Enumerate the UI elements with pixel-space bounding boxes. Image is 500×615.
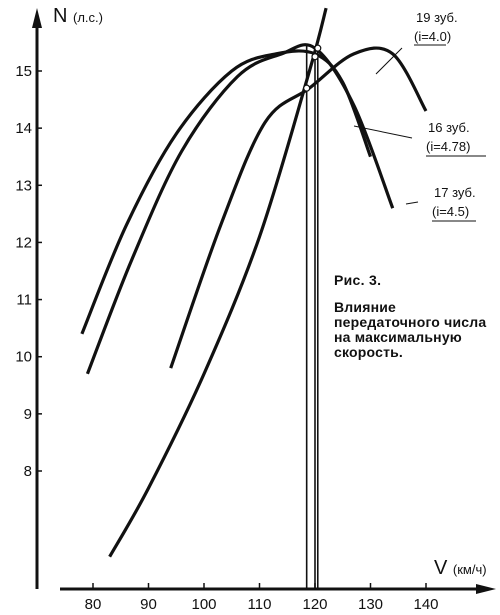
x-tick-label: 130: [358, 596, 383, 613]
series-ratio-label: (i=4.78): [426, 139, 470, 154]
x-axis-ticks: 80 90 100 110 120 130 140: [85, 583, 439, 613]
series-name-label: 19 зуб.: [416, 10, 458, 25]
intersection-marker: [303, 84, 311, 92]
x-tick-label: 100: [191, 596, 216, 613]
y-tick-label: 12: [15, 234, 32, 251]
y-tick-label: 11: [16, 292, 32, 309]
series-name-label: 17 зуб.: [434, 185, 476, 200]
series-name-label: 16 зуб.: [428, 120, 470, 135]
series-ratio-label: (i=4.5): [432, 204, 469, 219]
x-tick-label: 80: [85, 596, 102, 613]
y-tick-label: 14: [15, 120, 32, 137]
y-axis-title: N (л.с.): [53, 5, 103, 27]
x-axis-unit: (км/ч): [453, 562, 487, 577]
series-label-leader: [375, 47, 403, 75]
x-axis-arrowhead: [476, 584, 496, 594]
y-tick-label: 13: [15, 177, 32, 194]
y-axis-arrowhead: [32, 8, 42, 28]
series-line-2: [80, 49, 372, 335]
intersection-marker: [311, 53, 319, 61]
x-tick-label: 110: [248, 596, 272, 613]
x-tick-label: 120: [302, 596, 327, 613]
series-label-leader: [405, 201, 419, 205]
series-ratio-label: (i=4.0): [414, 29, 451, 44]
y-tick-label: 10: [15, 349, 32, 366]
y-axis-symbol: N: [53, 5, 67, 27]
x-axis-title: V (км/ч): [434, 557, 487, 579]
y-axis-ticks: 8 9 10 11 12 13 14 15: [15, 63, 42, 480]
figure-title: Рис. 3.: [334, 272, 382, 288]
series-lines: [80, 7, 428, 558]
y-axis-unit: (л.с.): [73, 10, 103, 25]
series-line-3: [85, 43, 395, 375]
series-label-leader: [353, 125, 413, 139]
intersection-marker: [314, 44, 322, 52]
y-tick-label: 8: [24, 463, 32, 480]
x-tick-label: 90: [140, 596, 157, 613]
intersection-markers: [303, 44, 322, 92]
x-axis-symbol: V: [434, 557, 448, 579]
series-line-4: [108, 7, 328, 558]
series-line-1: [169, 46, 428, 369]
figure-subtitle: Влияние передаточного числа на максималь…: [334, 299, 487, 360]
max-speed-guides: [305, 46, 319, 588]
y-tick-label: 15: [15, 63, 32, 80]
y-tick-label: 9: [24, 406, 32, 423]
figure-caption: Рис. 3. Влияние передаточного числа на м…: [334, 272, 500, 360]
series-labels: 19 зуб. (i=4.0) 16 зуб. (i=4.78) 17 зуб. (i=4…: [353, 10, 486, 222]
x-tick-label: 140: [413, 596, 438, 613]
